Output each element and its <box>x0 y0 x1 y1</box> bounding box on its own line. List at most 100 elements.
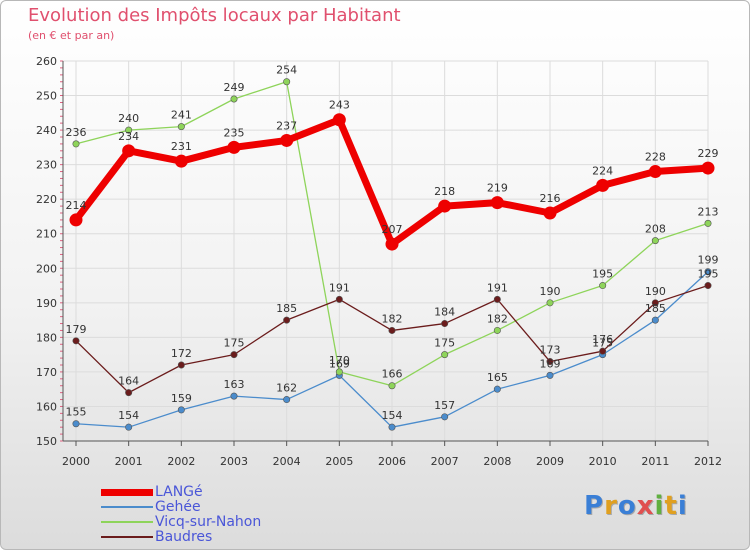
data-label: 234 <box>118 130 139 143</box>
data-label: 191 <box>329 281 350 294</box>
data-point <box>490 196 504 210</box>
data-label: 229 <box>698 147 719 160</box>
data-point <box>546 371 554 379</box>
legend-swatch <box>101 506 153 508</box>
data-label: 249 <box>224 81 245 94</box>
x-tick-label: 2006 <box>378 455 406 468</box>
data-point <box>493 326 501 334</box>
data-label: 169 <box>540 357 561 370</box>
data-label: 208 <box>645 223 666 236</box>
data-point <box>125 389 133 397</box>
data-label: 164 <box>118 375 139 388</box>
data-label: 254 <box>276 64 297 77</box>
data-point <box>69 213 83 227</box>
data-label: 191 <box>487 281 508 294</box>
data-point <box>599 282 607 290</box>
data-point <box>599 347 607 355</box>
data-point <box>596 178 610 192</box>
data-point <box>283 316 291 324</box>
data-point <box>335 368 343 376</box>
data-label: 169 <box>329 357 350 370</box>
data-point <box>441 320 449 328</box>
data-label: 185 <box>276 302 297 315</box>
data-point <box>227 140 241 154</box>
data-point <box>388 382 396 390</box>
x-tick-label: 2010 <box>589 455 617 468</box>
legend-label: LANGé <box>155 484 203 500</box>
data-point <box>441 413 449 421</box>
data-label: 175 <box>224 337 245 350</box>
data-labels: 155 154 159 163 162 169 154 157 165 169 175 185 199 2… <box>66 64 719 422</box>
data-point <box>651 316 659 324</box>
data-label: 184 <box>434 306 455 319</box>
data-point <box>388 326 396 334</box>
data-label: 199 <box>698 254 719 267</box>
data-point <box>280 133 294 147</box>
y-tick-label: 250 <box>36 90 57 103</box>
data-label: 176 <box>592 333 613 346</box>
data-point <box>438 199 452 213</box>
data-label: 182 <box>487 312 508 325</box>
data-label: 172 <box>171 347 192 360</box>
data-label: 154 <box>382 409 403 422</box>
legend-swatch <box>101 521 153 523</box>
data-point <box>701 161 715 175</box>
legend-swatch <box>101 536 153 538</box>
data-point <box>230 351 238 359</box>
data-label: 218 <box>434 185 455 198</box>
data-label: 190 <box>540 285 561 298</box>
data-point <box>174 154 188 168</box>
x-tick-label: 2005 <box>325 455 353 468</box>
x-tick-label: 2011 <box>641 455 669 468</box>
data-point <box>651 237 659 245</box>
data-point <box>441 351 449 359</box>
data-point <box>385 237 399 251</box>
y-tick-label: 260 <box>36 55 57 68</box>
data-label: 185 <box>645 302 666 315</box>
y-tick-label: 160 <box>36 400 57 413</box>
data-label: 162 <box>276 382 297 395</box>
data-label: 214 <box>66 199 87 212</box>
data-point <box>543 206 557 220</box>
y-tick-label: 200 <box>36 262 57 275</box>
data-label: 241 <box>171 109 192 122</box>
data-label: 213 <box>698 205 719 218</box>
data-label: 159 <box>171 392 192 405</box>
y-tick-label: 230 <box>36 159 57 172</box>
y-tick-label: 150 <box>36 435 57 448</box>
data-point <box>177 123 185 131</box>
data-point <box>546 358 554 366</box>
x-tick-label: 2009 <box>536 455 564 468</box>
data-label: 224 <box>592 164 613 177</box>
data-point <box>177 361 185 369</box>
data-point <box>283 78 291 86</box>
data-point <box>230 392 238 400</box>
data-point <box>651 299 659 307</box>
y-tick-label: 210 <box>36 228 57 241</box>
y-tick-label: 190 <box>36 297 57 310</box>
legend-label: Vicq-sur-Nahon <box>155 514 262 530</box>
y-tick-label: 180 <box>36 331 57 344</box>
data-point <box>704 219 712 227</box>
x-tick-label: 2000 <box>62 455 90 468</box>
data-label: 231 <box>171 140 192 153</box>
legend-label: Gehée <box>155 499 201 515</box>
data-point <box>230 95 238 103</box>
x-tick-label: 2012 <box>694 455 722 468</box>
data-label: 154 <box>118 409 139 422</box>
data-point <box>283 396 291 404</box>
data-point <box>332 113 346 127</box>
chart-title: Evolution des Impôts locaux par Habitant <box>28 5 401 26</box>
data-point <box>546 299 554 307</box>
data-label: 216 <box>540 192 561 205</box>
data-label: 195 <box>698 268 719 281</box>
series-lines <box>69 78 715 431</box>
data-label: 175 <box>592 337 613 350</box>
data-label: 235 <box>224 126 245 139</box>
data-label: 219 <box>487 182 508 195</box>
y-tick-label: 220 <box>36 193 57 206</box>
data-label: 240 <box>118 112 139 125</box>
data-label: 207 <box>382 223 403 236</box>
data-label: 173 <box>540 344 561 357</box>
axes: 150 160 170 180 190 200 210 220 230 240 250 260 2000… <box>36 55 722 468</box>
